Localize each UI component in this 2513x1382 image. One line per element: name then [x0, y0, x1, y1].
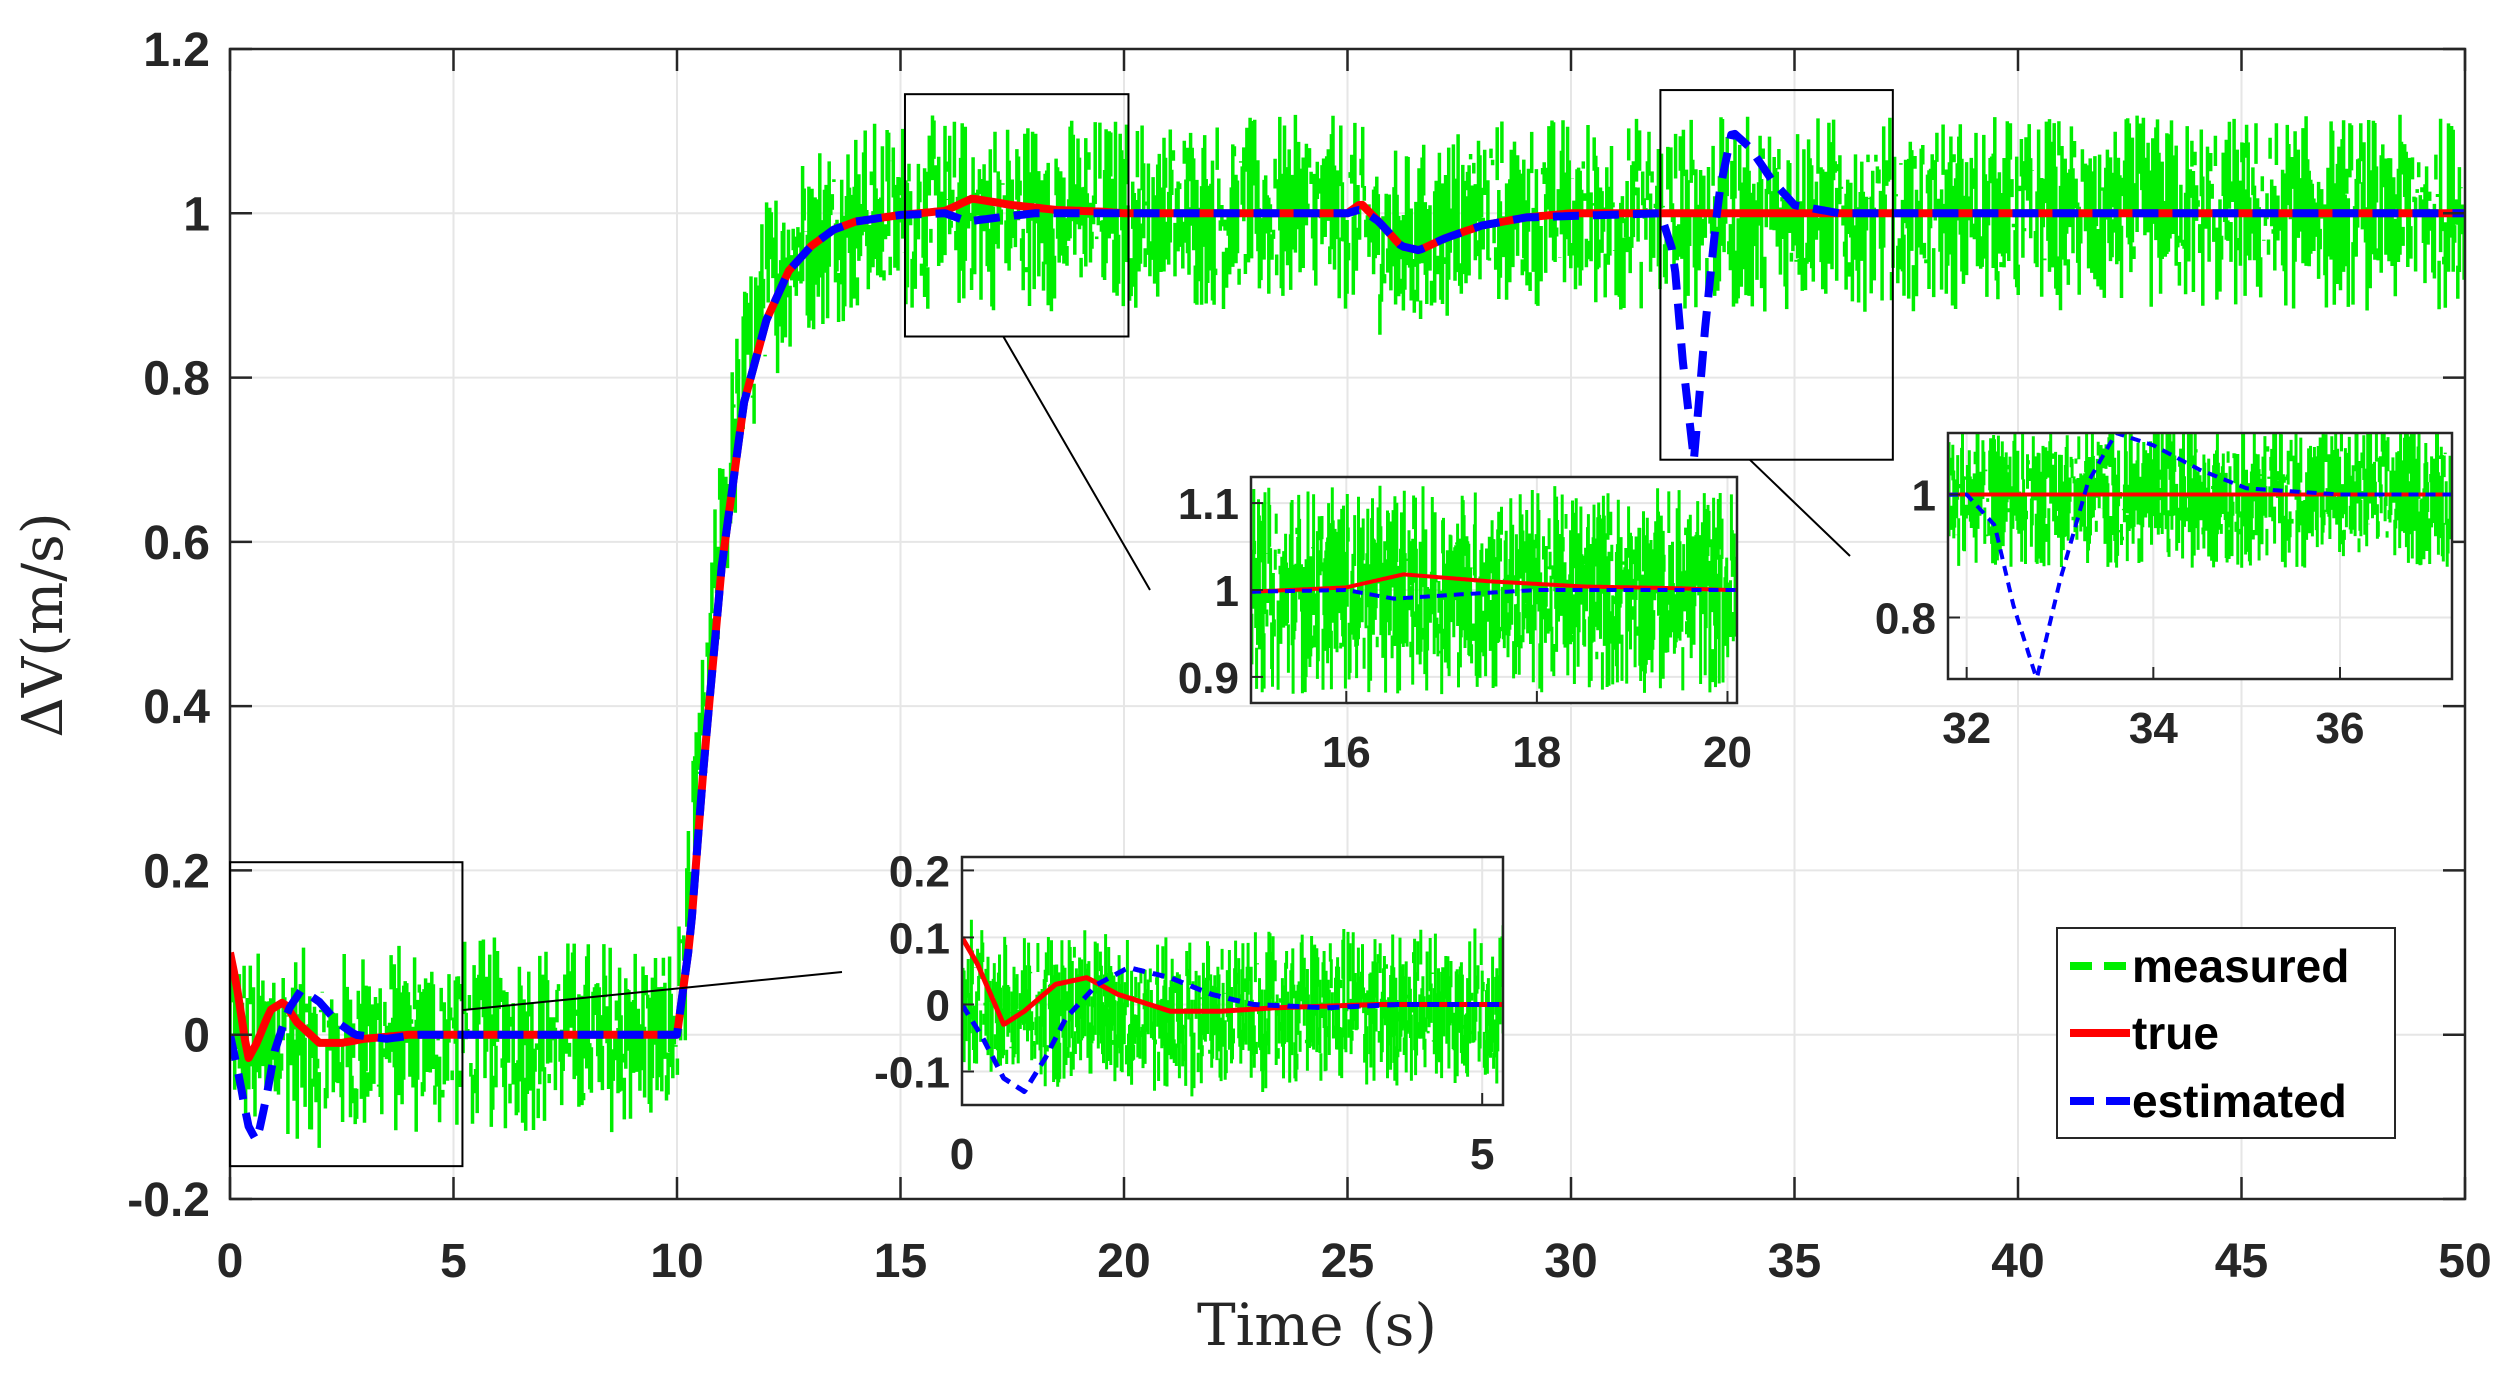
inset-y-tick-label: 1 [1215, 567, 1239, 616]
x-tick-label: 25 [1321, 1235, 1374, 1288]
x-tick-label: 15 [874, 1235, 927, 1288]
series-estimated [962, 965, 1503, 1094]
series-measured [1251, 485, 1737, 695]
inset-x-tick-label: 34 [2129, 704, 2178, 753]
x-tick-label: 50 [2438, 1235, 2491, 1288]
y-tick-label: 0.2 [143, 845, 210, 898]
inset-mid-plot-area [1251, 485, 1737, 695]
inset-late: 32 34 36 1 0.8 [1875, 431, 2454, 753]
y-tick-label: 0.6 [143, 517, 210, 570]
inset-y-tick-label: 0.1 [889, 914, 950, 963]
main-plot-area [230, 114, 2465, 1148]
inset-x-tick-label: 32 [1942, 704, 1991, 753]
x-tick-label: 45 [2215, 1235, 2268, 1288]
zoom-mid-box [903, 93, 1130, 338]
x-tick-label: 0 [217, 1235, 244, 1288]
inset-y-tick-label: 1 [1912, 472, 1936, 521]
inset-x-tick-label: 20 [1703, 728, 1752, 777]
x-tick-label: 30 [1544, 1235, 1597, 1288]
inset-start-axes-box [960, 855, 1505, 1107]
inset-x-tick-label: 18 [1512, 728, 1561, 777]
zoom-start-box [229, 861, 464, 1168]
inset-y-tick-label: 0.2 [889, 847, 950, 896]
zoom-connector-start [462, 971, 843, 1012]
inset-start: 0 50.20.10-0.1 [874, 847, 1505, 1179]
inset-mid: 16 18 20 1.1 1 0.9 [1178, 475, 1752, 777]
legend: measured true estimated [2056, 927, 2396, 1139]
x-tick-label: 5 [440, 1235, 467, 1288]
series-estimated [1948, 433, 2452, 679]
x-tick-label: 35 [1768, 1235, 1821, 1288]
series-estimated [230, 129, 2465, 1145]
inset-x-tick-label: 5 [1470, 1130, 1494, 1179]
inset-x-tick-label: 16 [1322, 728, 1371, 777]
legend-label-measured: measured [2132, 940, 2349, 992]
y-tick-label: 1.2 [143, 24, 210, 77]
y-tick-label: 0.8 [143, 353, 210, 406]
series-estimated [1251, 588, 1737, 601]
inset-late-plot-area [1948, 433, 2452, 679]
zoom-connector-late [1749, 458, 1851, 557]
zoom-connector-mid [1002, 335, 1151, 591]
x-tick-label: 40 [1991, 1235, 2044, 1288]
inset-x-tick-label: 0 [950, 1130, 974, 1179]
y-tick-label: 1 [183, 188, 210, 241]
inset-y-tick-label: 0 [926, 981, 950, 1030]
inset-late-axes-box [1946, 431, 2454, 681]
y-tick-label: 0.4 [143, 681, 210, 734]
legend-label-true: true [2132, 1007, 2219, 1059]
x-axis-label: Time (s) [1197, 1291, 1437, 1359]
inset-y-tick-label: 1.1 [1178, 480, 1239, 529]
y-axis-label: ΔV(m/s) [11, 512, 76, 737]
zoom-late-box [1659, 89, 1894, 461]
inset-y-tick-label: -0.1 [874, 1048, 950, 1097]
series-measured [962, 919, 1503, 1097]
zoom-boxes [229, 89, 1894, 1168]
legend-label-estimated: estimated [2132, 1075, 2347, 1127]
main-ticks: 0 5 10 15 20 25 30 35 40 45 50-0.200.20.40.60.811.… [127, 24, 2491, 1288]
inset-y-tick-label: 0.8 [1875, 595, 1936, 644]
x-tick-label: 20 [1097, 1235, 1150, 1288]
inset-x-tick-label: 36 [2316, 704, 2365, 753]
inset-y-tick-label: 0.9 [1178, 654, 1239, 703]
y-tick-label: 0 [183, 1010, 210, 1063]
series-true [1251, 572, 1737, 594]
x-tick-label: 10 [650, 1235, 703, 1288]
y-tick-label: -0.2 [127, 1174, 210, 1227]
inset-start-plot-area [962, 919, 1503, 1097]
